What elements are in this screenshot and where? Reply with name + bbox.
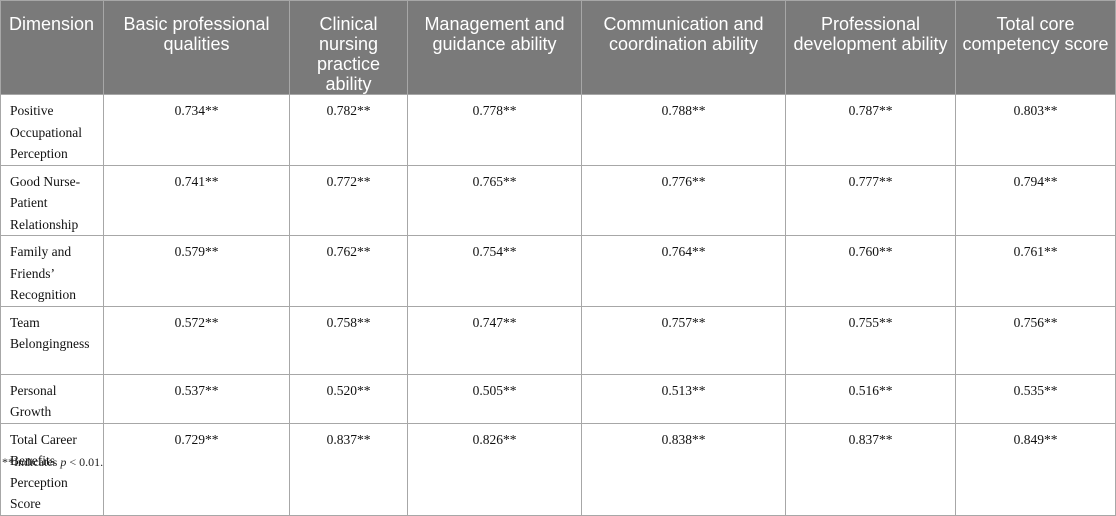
table-cell: 0.837** [289, 422, 408, 516]
table-cell: 0.778** [407, 94, 582, 166]
table-row: Personal Growth 0.537** 0.520** 0.505** … [0, 373, 1116, 424]
table-cell: 0.838** [581, 422, 786, 516]
footnote-suffix: < 0.01. [66, 455, 104, 469]
table-cell: 0.729** [103, 422, 290, 516]
table-row: Team Belongingness 0.572** 0.758** 0.747… [0, 305, 1116, 375]
row-label: Good Nurse-Patient Relationship [0, 164, 104, 236]
header-management-guidance-ability: Management and guidance ability [407, 0, 582, 95]
table-cell: 0.777** [785, 164, 956, 236]
table-cell: 0.849** [955, 422, 1116, 516]
table-cell: 0.772** [289, 164, 408, 236]
header-basic-professional-qualities: Basic professional qualities [103, 0, 290, 95]
footnote-prefix: **Indicates [2, 455, 61, 469]
row-label: Positive Occupational Perception [0, 94, 104, 166]
table-cell: 0.516** [785, 373, 956, 424]
table-cell: 0.764** [581, 235, 786, 307]
header-dimension: Dimension [0, 0, 104, 95]
table-cell: 0.757** [581, 305, 786, 375]
table-row: Good Nurse-Patient Relationship 0.741** … [0, 164, 1116, 236]
table-cell: 0.787** [785, 94, 956, 166]
table-cell: 0.535** [955, 373, 1116, 424]
table-cell: 0.754** [407, 235, 582, 307]
table-cell: 0.747** [407, 305, 582, 375]
table-cell: 0.734** [103, 94, 290, 166]
table-row: Family and Friends’ Recognition 0.579** … [0, 235, 1116, 307]
table-cell: 0.520** [289, 373, 408, 424]
table-cell: 0.755** [785, 305, 956, 375]
table-cell: 0.788** [581, 94, 786, 166]
table-cell: 0.761** [955, 235, 1116, 307]
table-footnote: **Indicates p < 0.01. [2, 455, 103, 470]
table-cell: 0.803** [955, 94, 1116, 166]
table-cell: 0.758** [289, 305, 408, 375]
row-label: Team Belongingness [0, 305, 104, 375]
header-total-core-competency-score: Total core competency score [955, 0, 1116, 95]
table-row: Positive Occupational Perception 0.734**… [0, 94, 1116, 166]
row-label: Personal Growth [0, 373, 104, 424]
header-row: Dimension Basic professional qualities C… [0, 0, 1116, 95]
row-label: Family and Friends’ Recognition [0, 235, 104, 307]
table-cell: 0.782** [289, 94, 408, 166]
table-cell: 0.537** [103, 373, 290, 424]
footnote-variable: p [60, 455, 67, 469]
table-cell: 0.741** [103, 164, 290, 236]
table-cell: 0.826** [407, 422, 582, 516]
table-cell: 0.776** [581, 164, 786, 236]
table-cell: 0.760** [785, 235, 956, 307]
header-communication-coordination-ability: Communication and coordination ability [581, 0, 786, 95]
table-cell: 0.756** [955, 305, 1116, 375]
table-cell: 0.579** [103, 235, 290, 307]
table-row: Total Career Benefits Perception Score 0… [0, 422, 1116, 516]
table-cell: 0.505** [407, 373, 582, 424]
header-clinical-nursing-practice-ability: Clinical nursing practice ability [289, 0, 408, 95]
table-cell: 0.572** [103, 305, 290, 375]
header-professional-development-ability: Professional development ability [785, 0, 956, 95]
table-cell: 0.837** [785, 422, 956, 516]
table-cell: 0.765** [407, 164, 582, 236]
table-cell: 0.794** [955, 164, 1116, 236]
table-cell: 0.762** [289, 235, 408, 307]
table-cell: 0.513** [581, 373, 786, 424]
